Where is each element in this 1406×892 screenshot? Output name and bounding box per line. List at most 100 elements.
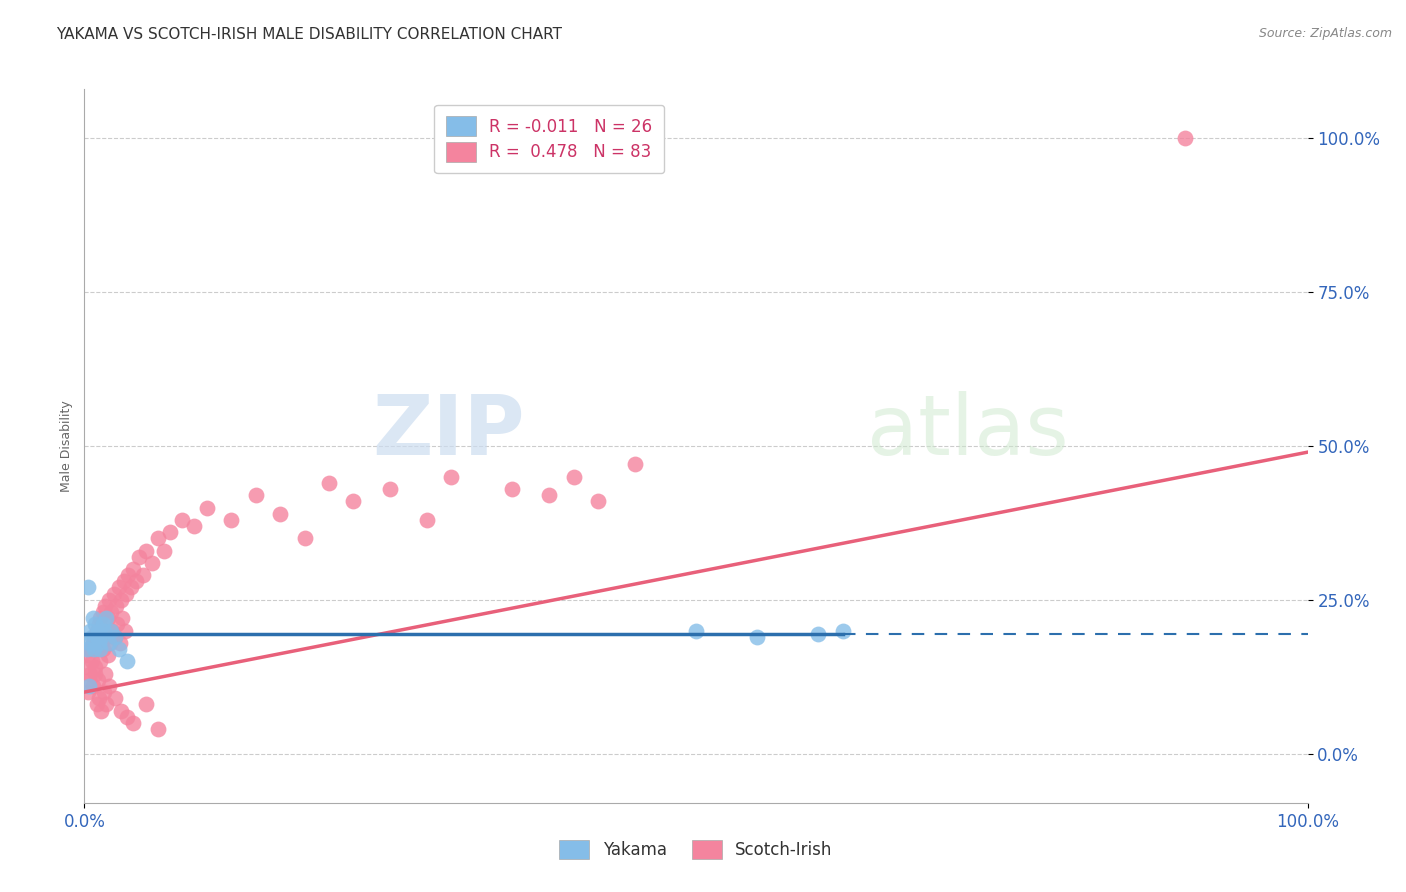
Point <box>440 469 463 483</box>
Point <box>77 581 100 595</box>
Point <box>77 673 100 687</box>
Point <box>117 568 139 582</box>
Point <box>87 636 110 650</box>
Point <box>80 630 103 644</box>
Point <box>84 617 107 632</box>
Point <box>146 531 169 545</box>
Point <box>91 605 114 619</box>
Text: ZIP: ZIP <box>373 392 524 472</box>
Point <box>86 624 108 638</box>
Point <box>172 513 194 527</box>
Point <box>135 543 157 558</box>
Point <box>101 624 124 638</box>
Y-axis label: Male Disability: Male Disability <box>60 401 73 491</box>
Point <box>105 599 128 613</box>
Point <box>83 642 105 657</box>
Text: Source: ZipAtlas.com: Source: ZipAtlas.com <box>1258 27 1392 40</box>
Point <box>82 679 104 693</box>
Point <box>97 648 120 662</box>
Point <box>80 654 103 668</box>
Point <box>90 636 112 650</box>
Point <box>135 698 157 712</box>
Point <box>100 624 122 638</box>
Point <box>416 513 439 527</box>
Point <box>1174 131 1197 145</box>
Point <box>111 611 134 625</box>
Point <box>159 525 181 540</box>
Point <box>538 488 561 502</box>
Point <box>112 574 135 589</box>
Point <box>96 611 118 625</box>
Point <box>115 654 138 668</box>
Point <box>89 642 111 657</box>
Point <box>685 624 707 638</box>
Point <box>146 722 169 736</box>
Point <box>103 587 125 601</box>
Point <box>97 636 120 650</box>
Point <box>93 624 115 638</box>
Point <box>115 709 138 723</box>
Text: YAKAMA VS SCOTCH-IRISH MALE DISABILITY CORRELATION CHART: YAKAMA VS SCOTCH-IRISH MALE DISABILITY C… <box>56 27 562 42</box>
Legend: Yakama, Scotch-Irish: Yakama, Scotch-Irish <box>553 833 839 866</box>
Point <box>82 611 104 625</box>
Point <box>747 630 769 644</box>
Point <box>89 611 111 625</box>
Point <box>87 617 110 632</box>
Point <box>562 469 585 483</box>
Point <box>141 556 163 570</box>
Point <box>502 482 524 496</box>
Point <box>77 636 100 650</box>
Point <box>76 642 98 657</box>
Point <box>86 698 108 712</box>
Point <box>122 715 145 730</box>
Point <box>183 519 205 533</box>
Point <box>91 642 114 657</box>
Point <box>77 648 100 662</box>
Point <box>107 642 129 657</box>
Point <box>87 673 110 687</box>
Point <box>94 599 117 613</box>
Point <box>318 475 340 490</box>
Point <box>84 666 107 681</box>
Point <box>219 513 242 527</box>
Point <box>122 562 145 576</box>
Point <box>100 605 122 619</box>
Point <box>90 704 112 718</box>
Point <box>77 679 100 693</box>
Point <box>87 624 110 638</box>
Point <box>79 642 101 657</box>
Point <box>269 507 291 521</box>
Point <box>84 660 107 674</box>
Point <box>83 630 105 644</box>
Point <box>114 624 136 638</box>
Point <box>79 624 101 638</box>
Point <box>87 691 110 706</box>
Point <box>86 630 108 644</box>
Point <box>94 666 117 681</box>
Point <box>104 630 127 644</box>
Point <box>89 654 111 668</box>
Point <box>245 488 267 502</box>
Point <box>98 636 121 650</box>
Point <box>807 626 830 640</box>
Point <box>195 500 218 515</box>
Point <box>93 685 115 699</box>
Point <box>97 592 120 607</box>
Point <box>82 636 104 650</box>
Point <box>110 704 132 718</box>
Point <box>105 617 128 632</box>
Point <box>624 458 647 472</box>
Point <box>108 636 131 650</box>
Point <box>586 494 609 508</box>
Point <box>76 660 98 674</box>
Point <box>96 698 118 712</box>
Point <box>153 543 176 558</box>
Point <box>125 574 148 589</box>
Point <box>77 685 100 699</box>
Point <box>91 617 114 632</box>
Point <box>104 630 127 644</box>
Point <box>132 568 155 582</box>
Point <box>294 531 316 545</box>
Point <box>128 549 150 564</box>
Point <box>380 482 402 496</box>
